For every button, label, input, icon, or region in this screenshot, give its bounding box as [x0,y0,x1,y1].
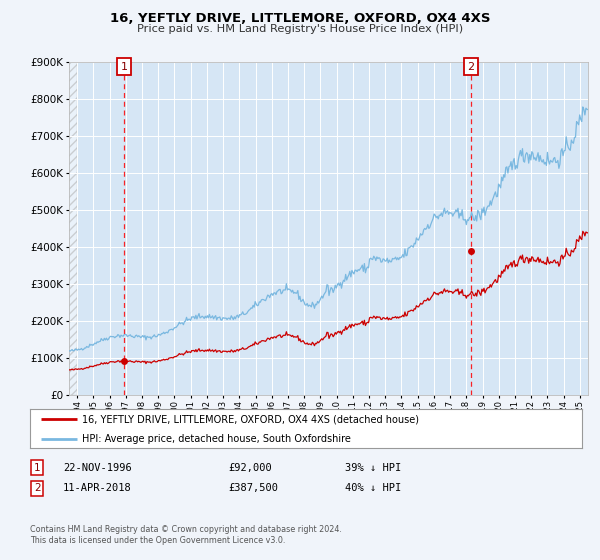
Text: 11-APR-2018: 11-APR-2018 [63,483,132,493]
Text: 1: 1 [34,463,41,473]
Text: Price paid vs. HM Land Registry's House Price Index (HPI): Price paid vs. HM Land Registry's House … [137,24,463,34]
Bar [69,62,77,395]
Text: 2: 2 [467,62,475,72]
Text: £387,500: £387,500 [228,483,278,493]
Text: 16, YEFTLY DRIVE, LITTLEMORE, OXFORD, OX4 4XS (detached house): 16, YEFTLY DRIVE, LITTLEMORE, OXFORD, OX… [82,414,419,424]
Text: This data is licensed under the Open Government Licence v3.0.: This data is licensed under the Open Gov… [30,536,286,545]
Text: 2: 2 [34,483,41,493]
Text: HPI: Average price, detached house, South Oxfordshire: HPI: Average price, detached house, Sout… [82,434,352,444]
Text: £92,000: £92,000 [228,463,272,473]
Text: 39% ↓ HPI: 39% ↓ HPI [345,463,401,473]
Text: 22-NOV-1996: 22-NOV-1996 [63,463,132,473]
Text: 1: 1 [121,62,128,72]
Text: Contains HM Land Registry data © Crown copyright and database right 2024.: Contains HM Land Registry data © Crown c… [30,525,342,534]
Text: 40% ↓ HPI: 40% ↓ HPI [345,483,401,493]
Text: 16, YEFTLY DRIVE, LITTLEMORE, OXFORD, OX4 4XS: 16, YEFTLY DRIVE, LITTLEMORE, OXFORD, OX… [110,12,490,25]
